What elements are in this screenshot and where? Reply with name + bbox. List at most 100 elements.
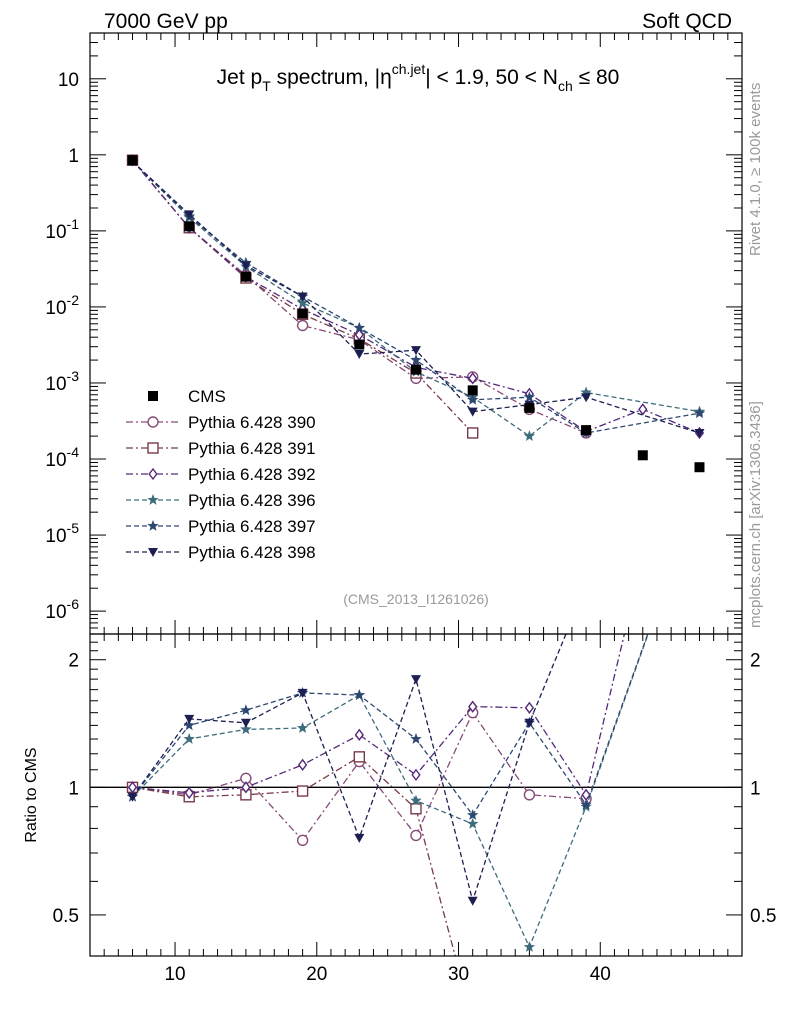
ratio-2-point: [241, 781, 251, 794]
cms-data-point: [354, 339, 365, 350]
x-tick-label: 20: [306, 964, 327, 985]
cms-data-point: [524, 402, 535, 413]
series-line-5: [132, 160, 700, 434]
ratio-y-tick-label: 2: [68, 651, 79, 672]
ratio-5-point: [354, 833, 365, 843]
series-5-point: [411, 346, 421, 356]
ratio-2-point: [639, 552, 647, 562]
cms-data-point: [411, 364, 421, 375]
ratio-3-point: [410, 794, 422, 806]
ratio-2-point: [524, 701, 535, 715]
ratio-0-point: [523, 789, 536, 801]
ratio-line-2: [132, 634, 626, 797]
ratio-line-4: [131, 634, 649, 817]
series-5-point: [240, 261, 251, 271]
ratio-5-point: [127, 792, 138, 802]
series-2-point: [468, 372, 478, 385]
x-tick-label: 30: [448, 964, 469, 985]
ratio-3-point: [183, 733, 195, 744]
series-3-point: [523, 430, 536, 441]
series-1-point: [466, 427, 479, 439]
ratio-ylabel: Ratio to CMS: [23, 747, 40, 842]
ratio-4-point: [410, 733, 422, 744]
x-tick-label: 40: [590, 964, 611, 985]
series-5-point: [694, 428, 705, 438]
ratio-2-point: [411, 768, 421, 782]
series-5-point: [354, 350, 365, 360]
ratio-y-tick-label: 0.5: [53, 906, 79, 927]
main-plot-area: [126, 154, 706, 473]
legend-marker-0: [147, 416, 159, 428]
series-3-point: [296, 296, 309, 308]
y-tick-label: 10-4: [45, 444, 79, 471]
ratio-4-point: [353, 689, 365, 700]
series-0-point: [296, 319, 309, 332]
ratio-line-0: [132, 711, 587, 842]
y-tick-label: 10-6: [45, 596, 79, 623]
rivet-version-label: Rivet 4.1.0, ≥ 100k events: [747, 83, 764, 256]
ratio-plot-area: [90, 485, 742, 1024]
y-tick-label: 10-5: [45, 520, 79, 547]
cms-data-point: [240, 271, 251, 282]
series-4-point: [410, 354, 422, 365]
x-tick-label: 10: [164, 964, 185, 985]
ratio-line-5: [131, 634, 567, 904]
energy-label: 7000 GeV pp: [104, 10, 228, 33]
category-label: Soft QCD: [642, 10, 732, 33]
legend-marker-2: [148, 467, 158, 481]
ratio-5-point: [467, 896, 478, 906]
legend-cms-marker: [148, 391, 158, 401]
ratio-4-point: [240, 704, 252, 716]
ratio-5-point: [581, 581, 591, 590]
ratio-frame: [89, 633, 743, 957]
legend-cms-label: CMS: [188, 387, 226, 406]
legend-label-0: Pythia 6.428 390: [188, 413, 316, 432]
ratio-4-point: [694, 485, 705, 496]
ratio-2-point: [184, 786, 194, 800]
legend-label-2: Pythia 6.428 392: [188, 465, 316, 484]
series-4-point: [467, 393, 479, 405]
ratio-3-point: [240, 723, 252, 735]
ratio-0-point: [296, 834, 309, 846]
chart-title: Jet pT spectrum, |ηch.jet| < 1.9, 50 < N…: [217, 61, 620, 94]
ratio-5-point: [184, 714, 195, 724]
ratio-4-point: [467, 809, 479, 820]
y-tick-label: 10-3: [45, 368, 79, 395]
ratio-3-point: [523, 941, 536, 952]
ratio-1-point: [353, 751, 366, 763]
ratio-3-point: [296, 722, 309, 733]
ratio-1-point: [468, 1017, 478, 1024]
series-5-point: [184, 210, 195, 220]
legend-label-3: Pythia 6.428 396: [188, 491, 316, 510]
legend: CMS Pythia 6.428 390 Pythia 6.428 391 Pythi…: [126, 387, 316, 562]
cms-data-point: [581, 425, 592, 436]
ratio-5-point: [694, 495, 704, 504]
analysis-id-label: (CMS_2013_I1261026): [343, 591, 489, 607]
series-line-3: [132, 160, 700, 437]
series-4-point: [353, 321, 365, 333]
ratio-2-point: [696, 494, 704, 504]
series-4-point: [693, 407, 706, 419]
legend-marker-3: [147, 494, 159, 505]
cms-data-point: [467, 385, 478, 396]
legend-label-4: Pythia 6.428 397: [188, 517, 316, 536]
series-3-point: [580, 386, 592, 398]
ratio-3-point: [694, 485, 705, 496]
ratio-5-point: [524, 718, 535, 728]
ratio-0-point: [410, 829, 422, 842]
ratio-2-point: [468, 700, 478, 713]
ratio-y-tick-label-right: 2: [750, 651, 761, 672]
series-4-point: [523, 391, 536, 403]
ratio-5-point: [297, 688, 308, 698]
cms-data-point: [184, 221, 195, 232]
y-tick-label: 1: [68, 146, 79, 167]
ratio-5-point: [411, 675, 421, 685]
ratio-1-point: [410, 803, 422, 815]
source-label: mcplots.cern.ch [arXiv:1306.3436]: [747, 401, 764, 628]
cms-data-point: [297, 308, 308, 319]
legend-marker-4: [147, 520, 159, 531]
series-5-point: [467, 407, 478, 417]
ratio-3-point: [467, 817, 479, 829]
series-2-point: [638, 403, 648, 416]
